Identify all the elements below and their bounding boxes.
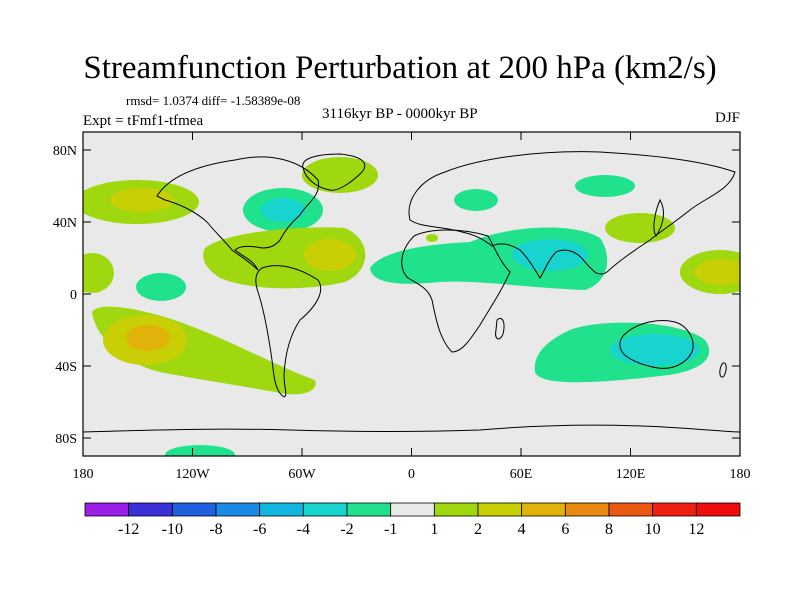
coast-greenland: [302, 153, 366, 191]
colorbar-label: -8: [209, 521, 222, 538]
contour-fields: [83, 157, 740, 456]
colorbar-swatch: [608, 502, 654, 517]
coast-australia: [619, 320, 694, 369]
colorbar-swatch: [259, 502, 304, 517]
anomaly-neg-australia-core: [610, 334, 700, 366]
x-tick-label: 60E: [510, 467, 533, 482]
coast-antarctica: [83, 424, 740, 433]
anomaly-neg-asia-core: [512, 239, 588, 271]
x-tick-label: 120W: [175, 467, 210, 482]
colorbar-label: 8: [605, 521, 613, 538]
coast-new-zealand: [719, 362, 727, 378]
x-tick-label: 0: [408, 467, 415, 482]
anomaly-neg-central-pacific: [136, 273, 186, 301]
experiment-label: Expt = tFmf1-tfmea: [83, 113, 204, 129]
coast-japan: [653, 198, 664, 237]
colorbar-swatch: [215, 502, 261, 517]
anomaly-pos-north-atlantic-small: [426, 234, 438, 242]
colorbar-label: -12: [118, 521, 139, 538]
y-tick-label: 80N: [53, 144, 77, 159]
season-label: DJF: [714, 110, 740, 126]
colorbar-swatch: [477, 502, 523, 517]
y-tick-label: 40S: [55, 360, 77, 375]
x-tick-label: 180: [730, 467, 751, 482]
colorbar-swatch: [171, 502, 217, 517]
anomaly-pos-west-pacific-core: [694, 259, 740, 285]
anomaly-pos-tropical-east-pacific: [83, 253, 114, 293]
colorbar-swatch: [564, 502, 610, 517]
coast-south-america: [255, 265, 322, 398]
colorbar-swatch: [302, 502, 348, 517]
anomaly-pos-east-asia: [605, 213, 675, 243]
colorbar-label: 6: [561, 521, 569, 538]
y-tick-label: 0: [70, 288, 77, 303]
colorbar-label: 1: [430, 521, 438, 538]
coastlines: [83, 151, 740, 433]
coast-madagascar: [495, 317, 505, 340]
colorbar-label: 10: [645, 521, 661, 538]
anomaly-pos-greenland: [302, 157, 378, 193]
y-tick-label: 40N: [53, 216, 77, 231]
x-tick-label: 120E: [616, 467, 646, 482]
x-tick-label: 180: [73, 467, 94, 482]
coast-africa: [401, 229, 511, 353]
colorbar-label: 12: [688, 521, 704, 538]
colorbar-swatch: [433, 502, 479, 517]
anomaly-pos-south-pacific-core: [126, 325, 170, 351]
colorbar-swatch: [346, 502, 392, 517]
colorbar-swatch: [652, 502, 697, 517]
stats-label: rmsd= 1.0374 diff= -1.58389e-08: [126, 93, 301, 108]
colorbar-swatch: [390, 502, 435, 517]
colorbar-label: -1: [384, 521, 397, 538]
colorbar-swatch: [695, 502, 741, 517]
anomaly-neg-siberia: [575, 175, 635, 197]
colorbar-label: -6: [253, 521, 266, 538]
anomaly-pos-tropical-atlantic-core: [304, 239, 356, 271]
period-label: 3116kyr BP - 0000kyr BP: [322, 106, 478, 122]
coast-north-america: [156, 156, 320, 271]
y-tick-label: 80S: [55, 432, 77, 447]
anomaly-neg-north-atlantic: [454, 189, 498, 211]
colorbar-label: -4: [297, 521, 310, 538]
axis-ticks: 180 120W 60W 0 60E 120E 180 80N 40N 0 40S 80S: [53, 132, 751, 482]
colorbar-swatch: [521, 502, 566, 517]
colorbar-swatch: [84, 502, 130, 517]
coast-eurasia: [408, 151, 736, 279]
colorbar-swatch: [128, 502, 173, 517]
colorbar-label: -2: [340, 521, 353, 538]
x-tick-label: 60W: [288, 467, 316, 482]
colorbar-label: 2: [474, 521, 482, 538]
colorbar-label: 4: [518, 521, 526, 538]
colorbar: -12 -10 -8 -6 -4 -2 -1 1 2 4 6 8 10 12: [84, 502, 741, 538]
chart-title: Streamfunction Perturbation at 200 hPa (…: [83, 50, 717, 86]
anomaly-neg-antarctic: [165, 445, 235, 456]
anomaly-neg-eastern-north-america-core: [261, 198, 305, 222]
colorbar-label: -10: [162, 521, 183, 538]
